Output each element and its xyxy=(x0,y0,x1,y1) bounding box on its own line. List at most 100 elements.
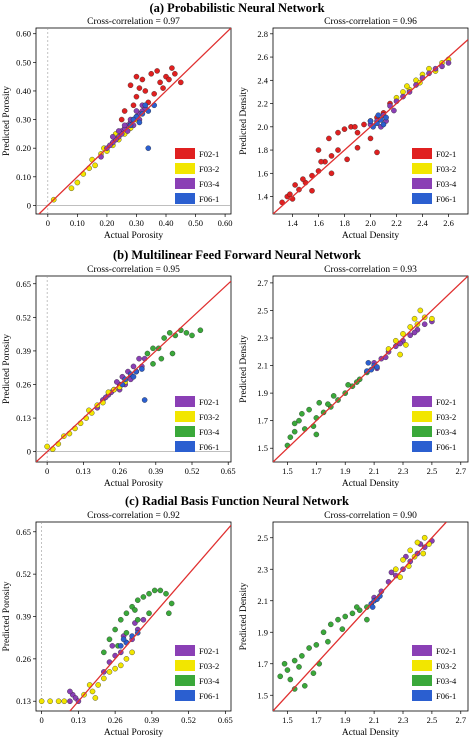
legend-swatch-F03-4 xyxy=(412,675,432,686)
plot-area xyxy=(38,28,231,214)
data-point-F03-4 xyxy=(287,434,294,440)
x-tick-label: 2.1 xyxy=(369,466,380,476)
x-tick-label: 0.13 xyxy=(71,715,86,725)
cross-correlation-label: Cross-correlation = 0.95 xyxy=(87,265,180,275)
legend-label: F06-1 xyxy=(436,194,456,204)
data-point-F02-1 xyxy=(292,182,298,188)
plot-frame xyxy=(35,27,232,215)
chart-c-porosity: Cross-correlation = 0.92 0 0.13 0.26 0.39 0.5… xyxy=(2,511,233,738)
y-tick-label: 2.1 xyxy=(257,596,268,606)
y-tick-label: 0.60 xyxy=(16,29,31,39)
y-tick-label: 1.5 xyxy=(257,443,268,453)
data-point-F06-1 xyxy=(368,366,374,373)
data-point-F02-1 xyxy=(157,79,163,86)
y-tick-label: 0.65 xyxy=(16,527,31,537)
data-point-F03-4 xyxy=(330,393,337,399)
y-axis-label: Predicted Porosity xyxy=(2,581,12,651)
fit-line xyxy=(36,280,231,462)
data-point-F03-4 xyxy=(335,616,341,623)
legend-swatch-F06-1 xyxy=(175,441,195,452)
data-point-F06-1 xyxy=(141,397,148,403)
data-point-F02-1 xyxy=(421,544,428,550)
data-point-F02-1 xyxy=(344,156,350,163)
data-point-F06-1 xyxy=(367,118,374,124)
data-point-F06-1 xyxy=(118,643,124,649)
data-point-F02-1 xyxy=(328,170,335,177)
y-tick-label: 1.9 xyxy=(257,627,268,637)
data-point-F03-2 xyxy=(47,698,53,704)
x-axis-label: Actual Density xyxy=(342,728,400,738)
legend-label: F03-2 xyxy=(436,661,456,671)
y-axis-label: Predicted Porosity xyxy=(2,334,12,404)
legend-swatch-F02-1 xyxy=(412,148,432,159)
x-tick-label: 0.52 xyxy=(185,466,200,476)
data-point-F02-1 xyxy=(287,191,293,198)
data-point-F03-4 xyxy=(121,122,128,129)
y-tick-label: 0.10 xyxy=(16,172,31,182)
y-tick-label: 0.30 xyxy=(16,115,31,125)
data-point-F02-1 xyxy=(341,126,348,132)
y-tick-label: 2.8 xyxy=(257,29,268,39)
legend-swatch-F03-2 xyxy=(412,163,432,174)
chart-a-density: Cross-correlation = 0.96 1.4 1.6 1.8 2.0 2.2 2… xyxy=(239,17,469,241)
plot-frame xyxy=(35,275,232,463)
data-point-F03-4 xyxy=(112,626,118,633)
legend-label: F06-1 xyxy=(199,442,219,452)
y-tick-label: 0.13 xyxy=(16,413,31,423)
legend-swatch-F03-4 xyxy=(412,178,432,189)
data-point-F03-4 xyxy=(313,431,320,438)
data-point-F03-4 xyxy=(197,327,204,334)
data-point-F03-4 xyxy=(339,626,346,632)
data-point-F02-1 xyxy=(166,76,172,83)
data-point-F06-1 xyxy=(120,636,127,643)
plot-area xyxy=(38,524,231,711)
x-tick-label: 2.7 xyxy=(455,466,466,476)
data-point-F06-1 xyxy=(377,593,383,599)
cross-correlation-label: Cross-correlation = 0.97 xyxy=(87,17,180,27)
section-title-a: (a) Probabilistic Neural Network xyxy=(149,1,325,15)
data-point-F03-4 xyxy=(287,676,294,683)
legend-label: F03-4 xyxy=(199,179,220,189)
data-point-F03-4 xyxy=(400,93,406,100)
fit-line xyxy=(273,39,468,214)
data-point-F06-1 xyxy=(142,102,149,109)
x-tick-label: 0.40 xyxy=(159,218,174,228)
legend-label: F03-2 xyxy=(199,164,219,174)
data-point-F06-1 xyxy=(380,121,387,128)
y-tick-label: 0 xyxy=(27,200,31,210)
data-point-F03-4 xyxy=(364,604,370,610)
legend-label: F03-4 xyxy=(436,179,457,189)
data-point-F02-1 xyxy=(309,172,315,179)
data-point-F02-1 xyxy=(393,343,399,350)
cross-correlation-label: Cross-correlation = 0.93 xyxy=(324,265,417,275)
data-point-F03-4 xyxy=(445,60,452,66)
data-point-F02-1 xyxy=(309,187,315,194)
data-point-F03-4 xyxy=(277,673,283,680)
data-point-F03-4 xyxy=(140,594,147,600)
data-point-F03-4 xyxy=(426,70,432,77)
legend-swatch-F02-1 xyxy=(175,645,195,656)
data-point-F03-4 xyxy=(150,345,156,352)
legend-label: F06-1 xyxy=(199,691,219,701)
data-point-F02-1 xyxy=(169,65,175,71)
data-point-F03-4 xyxy=(132,607,138,613)
x-tick-label: 1.6 xyxy=(313,218,324,228)
legend-label: F03-2 xyxy=(199,661,219,671)
fit-line xyxy=(38,28,231,214)
data-point-F03-2 xyxy=(411,315,418,322)
data-point-F03-4 xyxy=(291,657,298,664)
data-point-F06-1 xyxy=(145,145,152,151)
x-tick-label: 2.2 xyxy=(391,218,402,228)
legend-swatch-F03-4 xyxy=(175,426,195,437)
legend-label: F03-4 xyxy=(199,427,220,437)
data-point-F03-2 xyxy=(417,307,424,314)
data-point-F03-4 xyxy=(320,629,327,636)
data-point-F02-1 xyxy=(133,93,140,100)
legend-label: F06-1 xyxy=(199,194,219,204)
data-point-F03-2 xyxy=(407,324,413,330)
data-point-F03-4 xyxy=(183,330,190,336)
data-point-F06-1 xyxy=(374,364,380,370)
data-point-F03-2 xyxy=(400,557,406,563)
legend-swatch-F06-1 xyxy=(412,193,432,204)
x-tick-label: 2.0 xyxy=(365,218,376,228)
